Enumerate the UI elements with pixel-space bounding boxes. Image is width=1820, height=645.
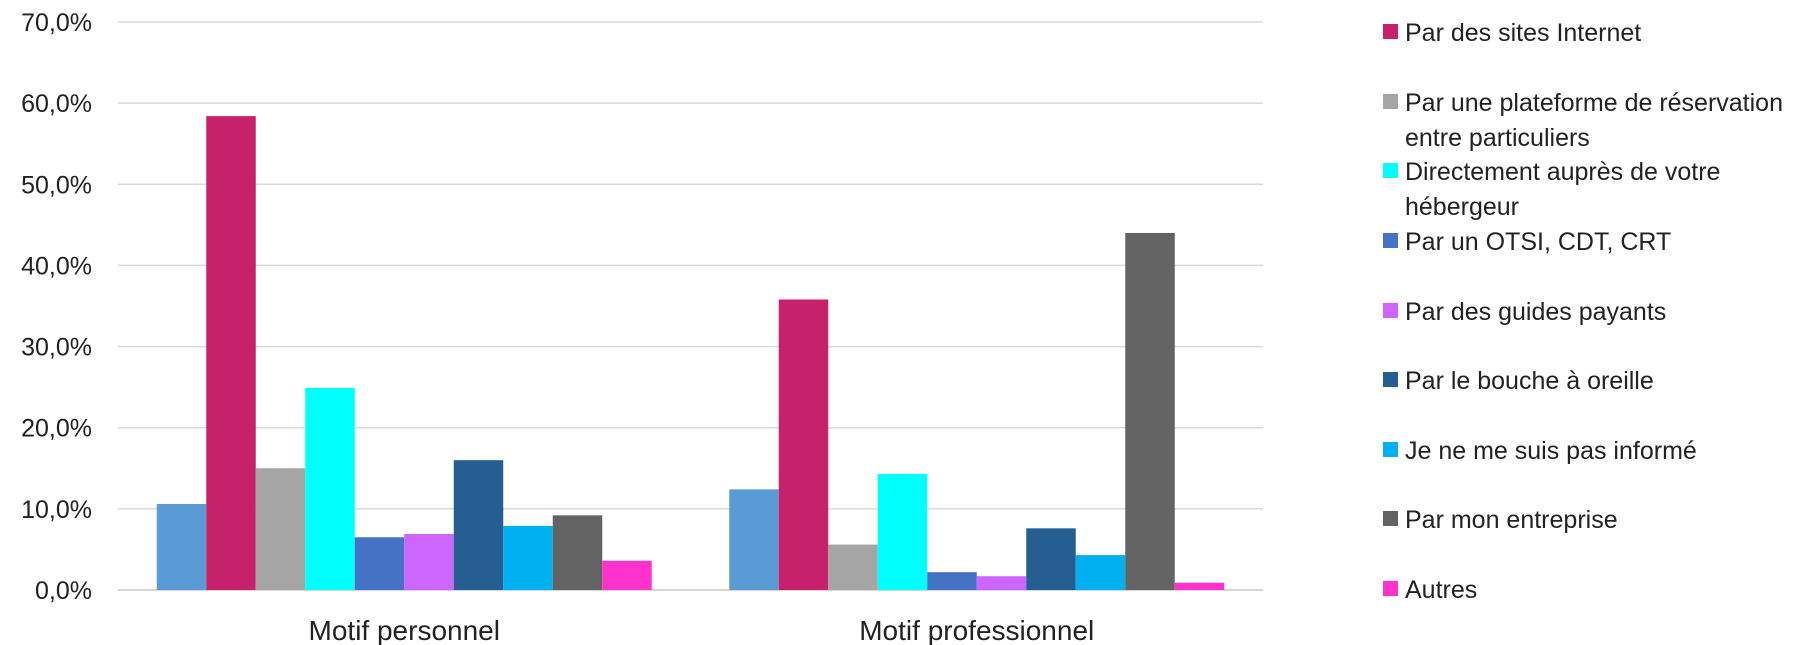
bar (602, 560, 652, 590)
x-category-label: Motif professionnel (859, 615, 1094, 645)
legend-item: Par un OTSI, CDT, CRT (1383, 225, 1820, 260)
legend-swatch (1383, 511, 1398, 527)
x-category-label: Motif personnel (309, 615, 500, 645)
legend-swatch (1383, 232, 1398, 248)
legend-label: Par une plateforme de réservation entre … (1405, 88, 1783, 152)
bars (156, 116, 1225, 590)
bar (729, 489, 779, 590)
y-tick-label: 20,0% (21, 415, 92, 443)
legend-label: Par mon entreprise (1405, 506, 1618, 535)
bar (552, 515, 603, 590)
legend: Par des sites Internet Par une plateforme… (1383, 0, 1820, 645)
bar (877, 473, 928, 590)
y-tick-label: 60,0% (21, 90, 92, 118)
legend-item: Par mon entreprise (1383, 503, 1820, 538)
y-tick-label: 70,0% (21, 9, 92, 37)
bar (206, 116, 256, 590)
legend-item: Autres (1383, 573, 1820, 608)
bar (976, 576, 1027, 590)
legend-swatch (1383, 441, 1398, 457)
bar (828, 544, 878, 590)
bar (453, 460, 504, 590)
legend-item: Par le bouche à oreille (1383, 364, 1820, 399)
legend-label: Autres (1405, 576, 1478, 604)
bar (1125, 232, 1175, 590)
legend-item: Directement auprès de votre hébergeur (1383, 155, 1820, 225)
bar (354, 537, 405, 590)
y-tick-label: 0,0% (35, 577, 92, 605)
bar (1174, 582, 1225, 590)
legend-swatch (1383, 93, 1398, 109)
legend-label: Par des sites Internet (1405, 19, 1642, 47)
x-axis-category-labels: Motif personnel Motif professionnel (309, 615, 1095, 645)
y-tick-label: 30,0% (21, 334, 92, 362)
bar (1075, 555, 1126, 590)
legend-item: Par des guides payants (1383, 295, 1820, 330)
bar (156, 503, 207, 590)
legend-swatch (1383, 302, 1398, 318)
legend-swatch (1383, 24, 1398, 39)
bar (404, 534, 454, 590)
y-axis-tick-labels: 0,0% 10,0% 20,0% 30,0% 40,0% 50,0% 60,0% 70,0% (21, 9, 92, 605)
y-tick-label: 50,0% (21, 171, 92, 199)
legend-label: Par le bouche à oreille (1405, 367, 1654, 396)
legend-label: Par des guides payants (1405, 297, 1667, 326)
bar (305, 387, 355, 590)
legend-item: Par des sites Internet (1383, 16, 1820, 51)
legend-item: Je ne me suis pas informé (1383, 434, 1820, 469)
y-tick-label: 10,0% (21, 496, 92, 524)
bar-chart: 0,0%10,0%20,0%30,0%40,0%50,0%60,0%70,0% … (21, 9, 1263, 645)
legend-swatch (1383, 163, 1398, 179)
legend-label: Par un OTSI, CDT, CRT (1405, 227, 1672, 256)
legend-label: Directement auprès de votre hébergeur (1405, 158, 1721, 222)
bar (927, 572, 977, 590)
legend-swatch (1383, 581, 1398, 596)
legend-label: Je ne me suis pas informé (1405, 436, 1697, 465)
bar (1026, 528, 1076, 590)
bar (255, 468, 306, 590)
legend-swatch (1383, 372, 1398, 388)
bar (503, 525, 553, 590)
bar (778, 299, 829, 590)
legend-item: Par une plateforme de réservation entre … (1383, 86, 1820, 156)
y-tick-label: 40,0% (21, 252, 92, 280)
